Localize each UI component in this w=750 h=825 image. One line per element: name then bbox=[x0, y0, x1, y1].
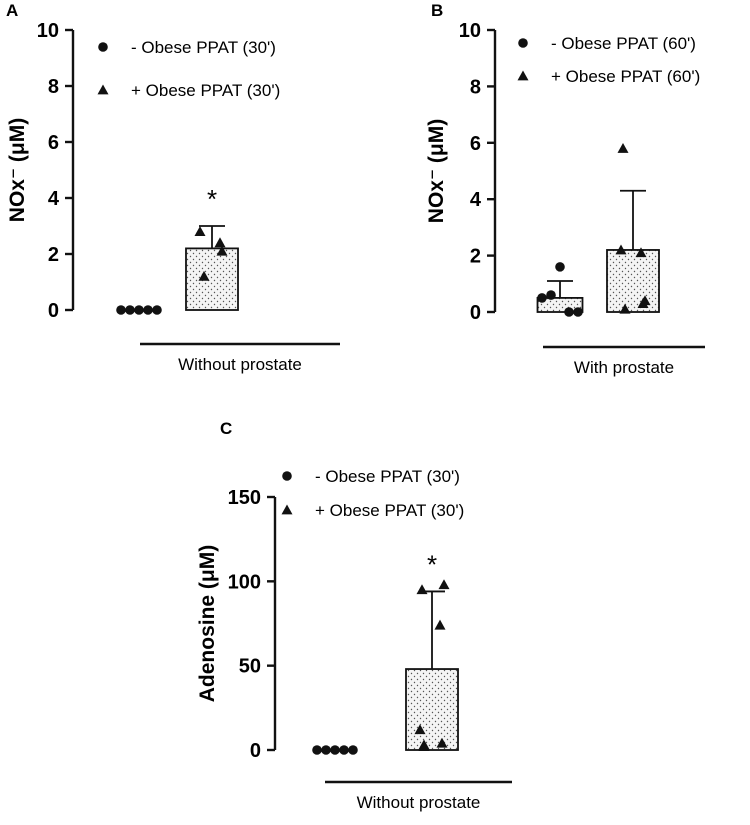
data-point bbox=[348, 745, 358, 755]
bar bbox=[606, 249, 660, 313]
data-point bbox=[321, 745, 331, 755]
legend-marker-circle bbox=[282, 471, 292, 481]
data-point bbox=[436, 737, 448, 748]
legend-marker-triangle bbox=[97, 84, 109, 95]
data-point bbox=[418, 741, 430, 752]
group-label: With prostate bbox=[574, 358, 674, 377]
panel-c: C 0 50 100 150 Adenosine (μM) - Obese PPAT (30… bbox=[170, 419, 590, 820]
data-point bbox=[198, 270, 210, 281]
data-point bbox=[414, 724, 426, 735]
legend-label: + Obese PPAT (30') bbox=[131, 81, 280, 100]
significance-marker: * bbox=[427, 549, 437, 579]
panel-b: B 0 2 4 6 8 10 NOx⁻ (μM) - Obese PPAT (60') + Obe… bbox=[375, 0, 750, 390]
data-point bbox=[416, 584, 428, 595]
y-tick-label: 2 bbox=[470, 246, 481, 268]
data-point bbox=[214, 237, 226, 248]
data-point bbox=[194, 226, 206, 236]
chart-a: A 0 2 4 6 8 10 NOx⁻ (μM) - Obese PPAT (30') + Obe… bbox=[6, 1, 340, 374]
data-point bbox=[125, 305, 135, 315]
y-tick-label: 0 bbox=[250, 740, 261, 762]
legend-marker-triangle bbox=[281, 504, 293, 515]
data-point bbox=[216, 245, 228, 256]
chart-c: C 0 50 100 150 Adenosine (μM) - Obese PPAT (30… bbox=[196, 419, 512, 812]
data-point bbox=[312, 745, 322, 755]
y-tick-label: 4 bbox=[470, 189, 482, 211]
y-axis-label: Adenosine (μM) bbox=[196, 545, 219, 703]
panel-letter: B bbox=[431, 1, 443, 20]
y-tick-label: 0 bbox=[48, 300, 59, 322]
data-point bbox=[564, 307, 574, 317]
legend-label: - Obese PPAT (60') bbox=[551, 34, 696, 53]
data-point bbox=[330, 745, 340, 755]
y-tick-label: 6 bbox=[48, 132, 59, 154]
data-point bbox=[617, 142, 629, 153]
data-point bbox=[134, 305, 144, 315]
bar bbox=[405, 668, 459, 751]
significance-marker: * bbox=[207, 184, 217, 214]
y-tick-label: 8 bbox=[48, 76, 59, 98]
data-point bbox=[434, 619, 446, 630]
data-point bbox=[152, 305, 162, 315]
y-axis-label: NOx⁻ (μM) bbox=[6, 118, 29, 222]
panel-a: A 0 2 4 6 8 10 NOx⁻ (μM) - Obese PPAT (30') + Obe… bbox=[0, 0, 375, 390]
data-point bbox=[537, 293, 547, 303]
y-tick-label: 100 bbox=[228, 571, 261, 593]
data-point bbox=[339, 745, 349, 755]
legend-label: - Obese PPAT (30') bbox=[131, 38, 276, 57]
group-label: Without prostate bbox=[357, 793, 481, 812]
data-point bbox=[438, 579, 450, 590]
y-tick-label: 4 bbox=[48, 188, 60, 210]
group-label: Without prostate bbox=[178, 355, 302, 374]
legend-label: + Obese PPAT (60') bbox=[551, 67, 700, 86]
data-point bbox=[116, 305, 126, 315]
legend-marker-triangle bbox=[517, 70, 529, 81]
panel-letter: C bbox=[220, 420, 232, 438]
data-point bbox=[573, 307, 583, 317]
y-tick-label: 2 bbox=[48, 244, 59, 266]
y-tick-label: 8 bbox=[470, 76, 481, 98]
y-tick-label: 10 bbox=[37, 20, 59, 42]
data-point bbox=[143, 305, 153, 315]
data-point bbox=[615, 244, 627, 255]
data-point bbox=[546, 290, 556, 300]
y-axis-label: NOx⁻ (μM) bbox=[425, 119, 448, 223]
chart-b: B 0 2 4 6 8 10 NOx⁻ (μM) - Obese PPAT (60') + Obe… bbox=[425, 1, 705, 377]
data-point bbox=[619, 303, 631, 314]
legend-marker-circle bbox=[518, 38, 528, 48]
data-point bbox=[639, 295, 651, 306]
data-point bbox=[635, 247, 647, 258]
legend-marker-circle bbox=[98, 42, 108, 52]
y-tick-label: 6 bbox=[470, 133, 481, 155]
y-tick-label: 150 bbox=[228, 487, 261, 509]
y-tick-label: 50 bbox=[239, 656, 261, 678]
data-point bbox=[555, 262, 565, 272]
panel-letter: A bbox=[6, 1, 18, 20]
y-tick-label: 0 bbox=[470, 302, 481, 324]
bar bbox=[185, 247, 239, 311]
legend-label: - Obese PPAT (30') bbox=[315, 467, 460, 486]
y-tick-label: 10 bbox=[459, 20, 481, 42]
legend-label: + Obese PPAT (30') bbox=[315, 501, 464, 520]
